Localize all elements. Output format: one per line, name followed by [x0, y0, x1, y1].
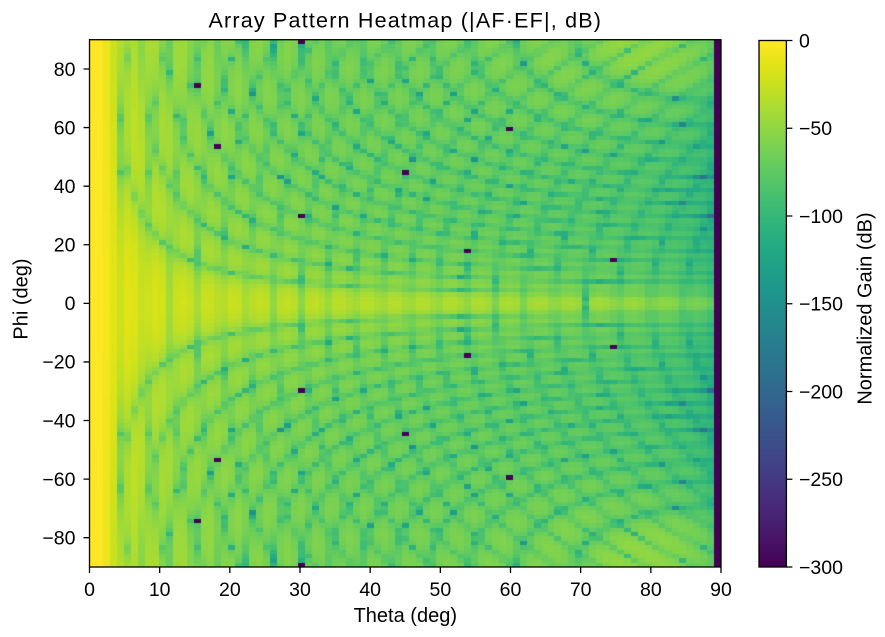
- svg-text:−150: −150: [799, 294, 843, 316]
- svg-text:80: 80: [640, 579, 662, 601]
- svg-text:−20: −20: [42, 352, 75, 374]
- svg-text:−250: −250: [799, 469, 843, 491]
- svg-text:20: 20: [219, 579, 241, 601]
- svg-text:−200: −200: [799, 381, 843, 403]
- svg-text:−100: −100: [799, 206, 843, 228]
- svg-text:−60: −60: [42, 469, 75, 491]
- svg-text:10: 10: [149, 579, 171, 601]
- svg-text:−300: −300: [799, 557, 843, 579]
- svg-text:20: 20: [54, 235, 76, 257]
- svg-text:60: 60: [500, 579, 522, 601]
- svg-text:Array Pattern Heatmap (|AF·EF|: Array Pattern Heatmap (|AF·EF|, dB): [208, 9, 602, 33]
- svg-text:80: 80: [54, 59, 76, 81]
- svg-text:60: 60: [54, 117, 76, 139]
- svg-text:−50: −50: [799, 118, 832, 140]
- svg-text:40: 40: [359, 579, 381, 601]
- svg-text:90: 90: [710, 579, 732, 601]
- svg-text:0: 0: [65, 293, 76, 315]
- svg-text:0: 0: [799, 30, 810, 52]
- svg-text:−80: −80: [42, 528, 75, 550]
- svg-text:−40: −40: [42, 410, 75, 432]
- svg-text:0: 0: [84, 579, 95, 601]
- svg-text:70: 70: [570, 579, 592, 601]
- svg-text:Phi (deg): Phi (deg): [11, 258, 33, 339]
- svg-text:30: 30: [289, 579, 311, 601]
- svg-text:Theta (deg): Theta (deg): [354, 605, 457, 627]
- svg-text:40: 40: [54, 176, 76, 198]
- svg-text:Normalized Gain (dB): Normalized Gain (dB): [855, 212, 877, 404]
- svg-text:50: 50: [429, 579, 451, 601]
